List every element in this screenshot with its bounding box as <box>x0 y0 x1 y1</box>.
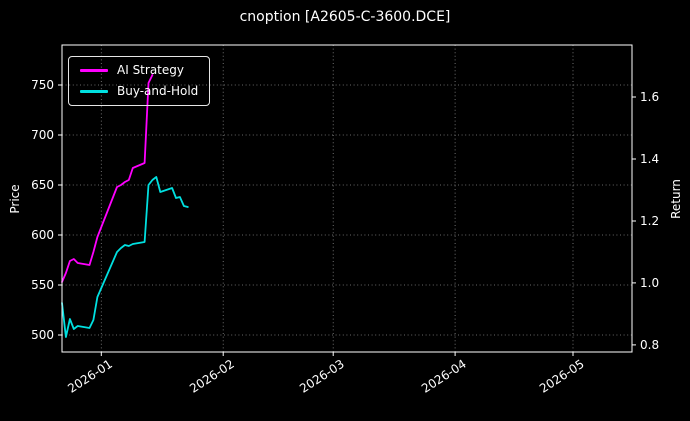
legend-item-ai-strategy: AI Strategy <box>80 63 198 77</box>
legend-label-buy-and-hold: Buy-and-Hold <box>117 84 199 99</box>
y-tick-label-left: 500 <box>31 328 54 342</box>
plot-border <box>61 44 633 353</box>
y-tick-label-right: 1.4 <box>640 152 659 166</box>
y-tick-label-right: 1.2 <box>640 214 659 228</box>
x-tick-label: 2026-04 <box>419 357 469 396</box>
x-tick-label: 2026-02 <box>187 357 237 396</box>
y-tick-label-left: 650 <box>31 178 54 192</box>
y-tick-label-right: 1.0 <box>640 276 659 290</box>
y-tick-label-left: 750 <box>31 78 54 92</box>
y-tick-label-left: 600 <box>31 228 54 242</box>
x-tick-label: 2026-05 <box>537 357 587 396</box>
ai-strategy-line-swatch <box>80 69 108 73</box>
y-tick-label-right: 1.6 <box>640 90 659 104</box>
x-tick-label: 2026-01 <box>65 357 115 396</box>
series-line-buy-and-hold <box>61 176 189 338</box>
y-axis-label-left: Price <box>8 184 22 214</box>
y-tick-label-left: 700 <box>31 128 54 142</box>
y-axis-label-right: Return <box>669 179 683 219</box>
chart-title: cnoption [A2605-C-3600.DCE] <box>239 9 451 25</box>
series-line-ai-strategy <box>61 74 154 283</box>
legend-label-ai-strategy: AI Strategy <box>117 63 184 77</box>
buy-and-hold-line-swatch <box>80 90 108 94</box>
x-tick-label: 2026-03 <box>297 357 347 396</box>
y-tick-label-left: 550 <box>31 278 54 292</box>
legend: AI Strategy Buy-and-Hold <box>68 56 211 107</box>
legend-item-buy-and-hold: Buy-and-Hold <box>80 84 199 99</box>
y-tick-label-right: 0.8 <box>640 338 659 352</box>
